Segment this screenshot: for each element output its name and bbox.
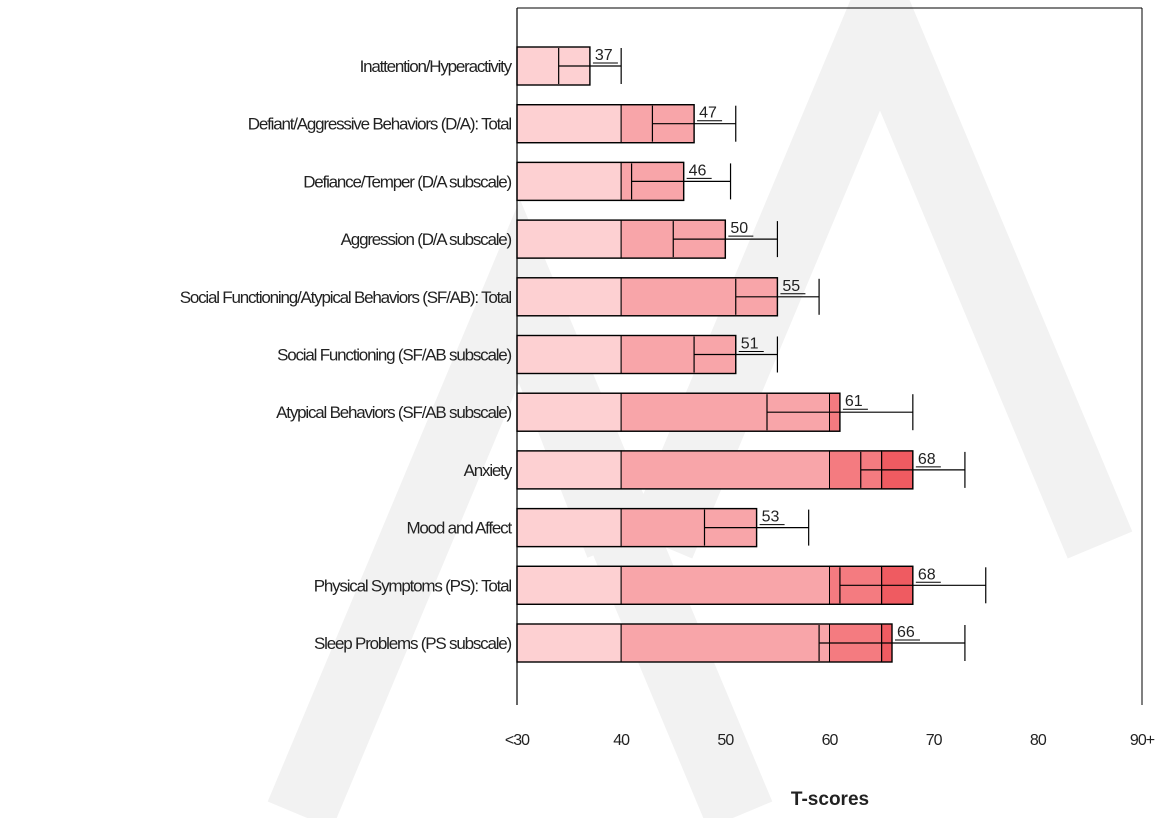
x-tick-label-3: 50 [717,732,734,749]
category-label-2: Defiant/Aggressive Behaviors (D/A): Tota… [248,115,512,134]
category-label-6: Social Functioning (SF/AB subscale) [277,346,511,365]
plot-frame [516,7,1143,705]
bar-7-segment-1 [516,392,622,432]
value-label-8: 68 [918,451,936,468]
value-label-9: 53 [762,509,780,526]
bar-10-segment-1 [516,565,622,605]
value-label-3: 46 [689,162,707,179]
bar-bands-layer [516,46,914,663]
value-label-10: 68 [918,566,936,583]
bar-9-segment-1 [516,508,622,548]
x-tick-label-2: 40 [613,732,630,749]
category-label-8: Anxiety [464,461,513,480]
value-label-5: 55 [782,278,800,295]
value-label-4: 50 [730,220,748,237]
bar-5-segment-1 [516,277,622,317]
x-tick-label-4: 60 [822,732,839,749]
category-label-9: Mood and Affect [406,519,512,538]
category-label-4: Aggression (D/A subscale) [341,230,512,249]
category-label-5: Social Functioning/Atypical Behaviors (S… [180,288,512,307]
value-label-6: 51 [741,336,759,353]
value-label-7: 61 [845,393,863,410]
x-axis-title: T-scores [791,789,869,810]
bar-8-segment-2 [620,450,831,490]
x-axis-ticks: <30 40 50 60 70 80 90+ [505,732,1156,749]
category-label-7: Atypical Behaviors (SF/AB subscale) [276,403,511,422]
value-label-1: 37 [595,47,613,64]
x-tick-label-7: 90+ [1130,732,1155,749]
value-label-11: 66 [897,624,915,641]
value-label-2: 47 [699,105,717,122]
bar-11-segment-1 [516,623,622,663]
bar-4-segment-1 [516,219,622,259]
x-tick-label-5: 70 [926,732,943,749]
bar-10-segment-2 [620,565,831,605]
category-label-1: Inattention/Hyperactivity [360,57,513,76]
category-label-3: Defiance/Temper (D/A subscale) [303,172,511,191]
category-label-10: Physical Symptoms (PS): Total [314,576,512,595]
bar-8-segment-1 [516,450,622,490]
error-bars-layer [558,48,987,661]
x-tick-label-6: 80 [1030,732,1047,749]
value-labels: 37 47 46 50 55 51 61 68 53 68 66 [592,47,941,641]
bar-2-segment-1 [516,104,622,144]
bar-11-segment-2 [620,623,831,663]
category-labels: Inattention/Hyperactivity Defiant/Aggress… [180,57,514,653]
bar-3-segment-1 [516,161,622,201]
x-tick-label-1: <30 [505,732,530,749]
category-label-11: Sleep Problems (PS subscale) [314,634,511,653]
bar-6-segment-1 [516,335,622,374]
